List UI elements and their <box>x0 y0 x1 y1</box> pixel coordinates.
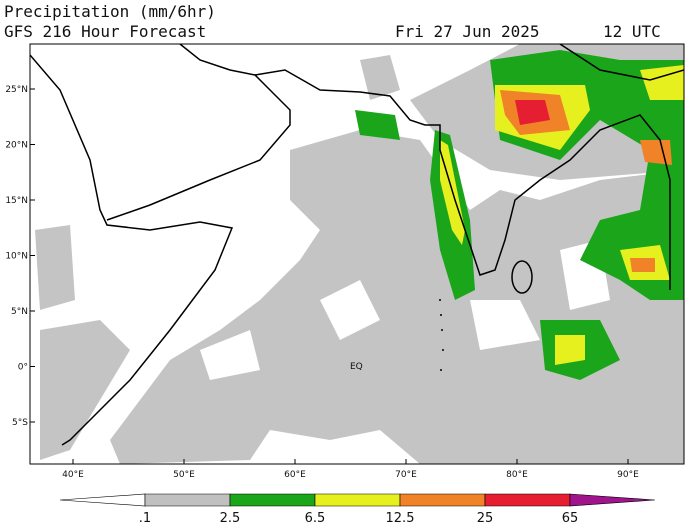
subtitle: GFS 216 Hour Forecast <box>4 22 206 41</box>
legend-swatch <box>569 493 656 507</box>
legend-label: .1 <box>139 511 151 525</box>
lat-label: 15°N <box>5 196 28 206</box>
legend-swatch <box>314 493 401 507</box>
axis-ticks: 25°N 20°N 15°N 10°N 5°N 0° 5°S 40°E 50°E 60°E 70°E… <box>5 85 639 480</box>
legend-label: 65 <box>562 511 579 525</box>
time: 12 UTC <box>603 22 661 41</box>
date: Fri 27 Jun 2025 <box>395 22 540 41</box>
lat-label: 10°N <box>5 252 28 262</box>
lon-label: 80°E <box>506 470 528 480</box>
map-frame <box>29 43 685 465</box>
extreme-precip <box>515 100 550 125</box>
lat-label: 5°S <box>12 418 28 428</box>
lon-label: 70°E <box>395 470 417 480</box>
legend-swatch <box>399 493 486 507</box>
legend-swatch <box>59 493 146 507</box>
lat-label: 25°N <box>5 85 28 95</box>
equator-dots <box>439 299 444 371</box>
legend-swatch <box>484 493 571 507</box>
legend-label: 2.5 <box>220 511 241 525</box>
legend-label: 12.5 <box>386 511 415 525</box>
legend-label: 6.5 <box>305 511 326 525</box>
lon-label: 50°E <box>173 470 195 480</box>
title: Precipitation (mm/6hr) <box>4 2 216 21</box>
legend-label: 25 <box>477 511 494 525</box>
map <box>30 44 684 464</box>
legend-swatch <box>229 493 316 507</box>
lat-label: 20°N <box>5 141 28 151</box>
lon-label: 90°E <box>617 470 639 480</box>
legend-swatch <box>144 493 231 507</box>
legend: .1 2.5 6.5 12.5 25 65 <box>59 493 656 525</box>
lat-label: 0° <box>18 363 28 373</box>
lon-label: 40°E <box>62 470 84 480</box>
lon-label: 60°E <box>284 470 306 480</box>
light-precip <box>35 44 684 464</box>
annotation: EQ <box>350 362 363 372</box>
lat-label: 5°N <box>11 307 28 317</box>
coastlines <box>30 44 684 446</box>
